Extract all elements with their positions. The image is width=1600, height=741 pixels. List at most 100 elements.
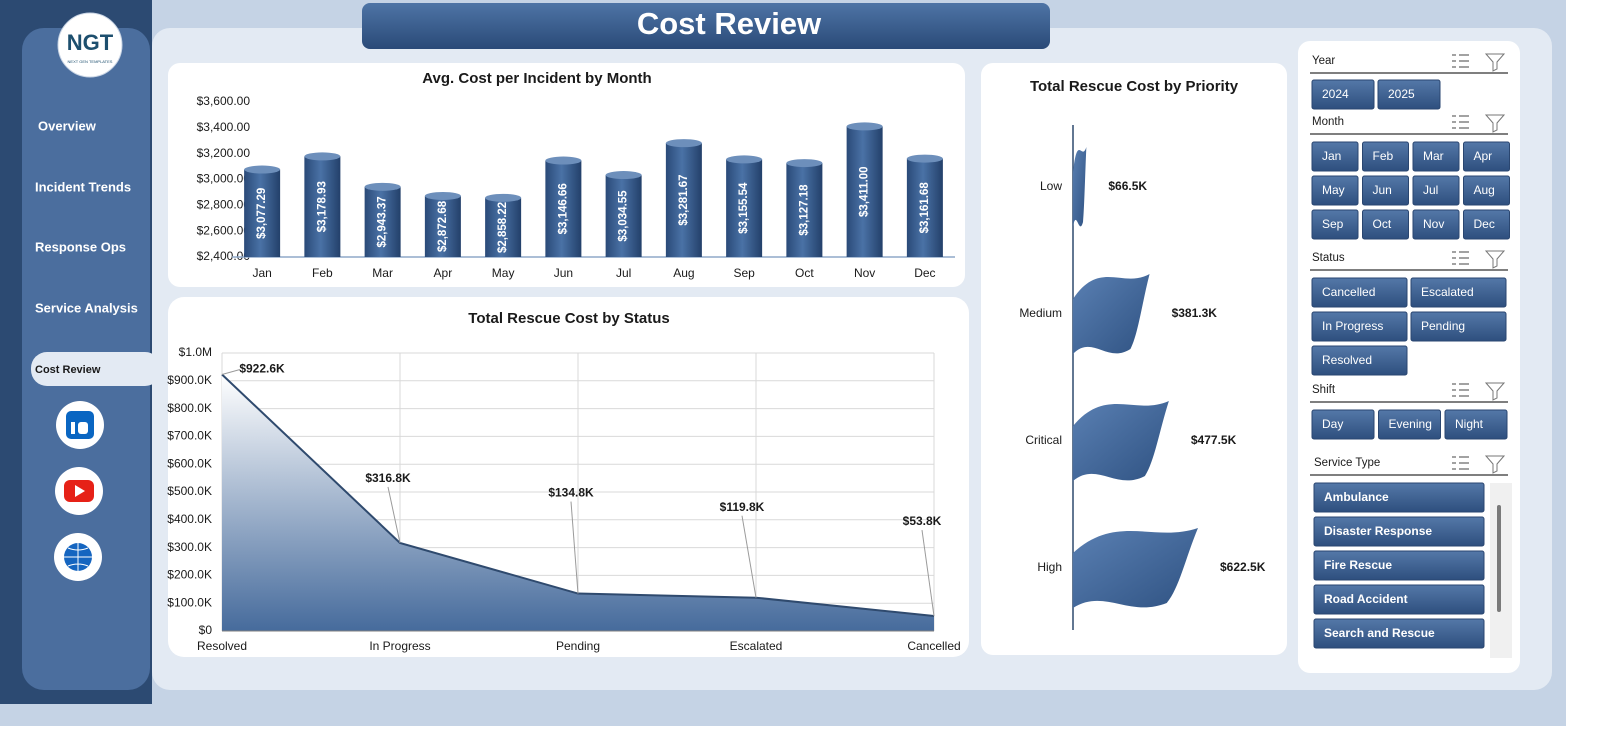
multi-select-icon[interactable] (1452, 115, 1469, 129)
slicer-button-label[interactable]: Aug (1474, 183, 1495, 197)
x-tick-label: Jun (554, 266, 573, 280)
bar-cap (304, 152, 341, 161)
slicer-button[interactable] (1362, 209, 1409, 240)
slicer-button[interactable] (1311, 175, 1359, 206)
slicer-button-label[interactable]: Oct (1373, 217, 1392, 231)
slicer-button[interactable] (1362, 141, 1409, 172)
slicer-button[interactable] (1311, 345, 1408, 376)
slicer-button[interactable] (1311, 141, 1359, 172)
slicer-button-label[interactable]: In Progress (1322, 319, 1383, 333)
value-label: $3,146.66 (557, 183, 569, 234)
slicer-button-label[interactable]: Ambulance (1324, 490, 1389, 504)
slicer-button[interactable] (1412, 209, 1460, 240)
slicer-button-label[interactable]: Disaster Response (1324, 524, 1432, 538)
clear-filter-icon[interactable] (1484, 455, 1506, 474)
slicer-button-label[interactable]: Sep (1322, 217, 1344, 231)
nav-item[interactable]: Cost Review (35, 364, 101, 376)
slicer-button[interactable] (1410, 311, 1507, 342)
logo (57, 12, 123, 78)
slicer-button-label[interactable]: Mar (1423, 149, 1444, 163)
x-tick-label: Cancelled (907, 639, 960, 653)
nav-item[interactable]: Overview (38, 118, 97, 133)
slicer-button-label[interactable]: Jul (1423, 183, 1438, 197)
slicer-button-label[interactable]: Fire Rescue (1324, 558, 1392, 572)
slicer-button-label[interactable]: Day (1322, 417, 1343, 431)
slicer-button[interactable] (1311, 209, 1359, 240)
slicer-button[interactable] (1313, 516, 1485, 547)
y-tick-label: $1.0M (179, 345, 212, 359)
bar-cap (846, 122, 883, 131)
slicer-button-label[interactable]: Jan (1322, 149, 1341, 163)
x-tick-label: Escalated (730, 639, 783, 653)
slicer-button-label[interactable]: Apr (1474, 149, 1493, 163)
y-tick-label: $3,000.00 (197, 172, 251, 186)
y-tick-label: $2,400.00 (197, 249, 251, 263)
multi-select-icon[interactable] (1452, 383, 1469, 397)
slicer-button-label[interactable]: 2024 (1322, 87, 1349, 101)
bar (906, 158, 943, 257)
slicer-button[interactable] (1311, 277, 1408, 308)
slicer-button-label[interactable]: Dec (1474, 217, 1495, 231)
x-tick-label: May (492, 266, 515, 280)
slicer-button-label[interactable]: Cancelled (1322, 285, 1375, 299)
slicer-button-label[interactable]: Pending (1421, 319, 1465, 333)
panel (981, 63, 1287, 655)
scroll-thumb[interactable] (1497, 505, 1501, 612)
page-title: Cost Review (637, 6, 822, 41)
slicer-button-label[interactable]: Search and Rescue (1324, 626, 1435, 640)
multi-select-icon[interactable] (1452, 456, 1469, 470)
slicer-button[interactable] (1313, 550, 1485, 581)
slicer-button[interactable] (1362, 175, 1409, 206)
nav-item[interactable]: Response Ops (35, 239, 126, 254)
slicer-button-label[interactable]: Jun (1373, 183, 1392, 197)
y-tick-label: $2,600.00 (197, 223, 251, 237)
multi-select-icon[interactable] (1452, 54, 1469, 68)
nav-active-bg (31, 352, 161, 386)
x-tick-label: Dec (914, 266, 935, 280)
value-label: $134.8K (548, 486, 594, 500)
slicer-button-label[interactable]: May (1322, 183, 1345, 197)
slicer-button[interactable] (1444, 409, 1508, 440)
nav-item[interactable]: Incident Trends (35, 179, 131, 194)
slicer-button[interactable] (1313, 482, 1485, 513)
bar-cap (906, 154, 943, 163)
slicer-button[interactable] (1410, 277, 1507, 308)
bar (726, 159, 763, 257)
slicer-button[interactable] (1463, 141, 1510, 172)
slicer-button-label[interactable]: Feb (1373, 149, 1394, 163)
slicer-button-label[interactable]: Nov (1423, 217, 1444, 231)
slicer-button[interactable] (1412, 175, 1460, 206)
slicer-button[interactable] (1463, 209, 1510, 240)
clear-filter-icon[interactable] (1484, 114, 1506, 133)
slicer-button[interactable] (1463, 175, 1510, 206)
clear-filter-icon[interactable] (1484, 382, 1506, 401)
nav-item[interactable]: Service Analysis (35, 300, 138, 315)
value-label: $2,872.68 (437, 200, 449, 252)
slicer-button[interactable] (1412, 141, 1460, 172)
bar (1073, 528, 1198, 608)
chart-title: Total Rescue Cost by Priority (1030, 78, 1239, 95)
slicer-button-label[interactable]: Escalated (1421, 285, 1474, 299)
x-tick-label: Jan (252, 266, 271, 280)
multi-select-icon[interactable] (1452, 251, 1469, 265)
slicer-button-label[interactable]: Resolved (1322, 353, 1372, 367)
bar-cap (244, 165, 281, 174)
category-label: Low (1040, 179, 1062, 193)
value-label: $922.6K (239, 362, 285, 376)
clear-filter-icon[interactable] (1484, 53, 1506, 72)
slicer-button[interactable] (1313, 584, 1485, 615)
slicer-button-label[interactable]: Night (1455, 417, 1484, 431)
slicer-button-label[interactable]: Road Accident (1324, 592, 1408, 606)
y-tick-label: $2,800.00 (197, 198, 251, 212)
value-label: $381.3K (1172, 306, 1218, 320)
slicer-button[interactable] (1311, 311, 1408, 342)
slicer-button[interactable] (1377, 79, 1441, 110)
slicer-button[interactable] (1378, 409, 1441, 440)
slicer-button[interactable] (1311, 409, 1375, 440)
category-label: High (1037, 560, 1062, 574)
slicer-button[interactable] (1313, 618, 1485, 649)
clear-filter-icon[interactable] (1484, 250, 1506, 269)
slicer-button[interactable] (1311, 79, 1375, 110)
slicer-button-label[interactable]: 2025 (1388, 87, 1415, 101)
slicer-button-label[interactable]: Evening (1389, 417, 1432, 431)
